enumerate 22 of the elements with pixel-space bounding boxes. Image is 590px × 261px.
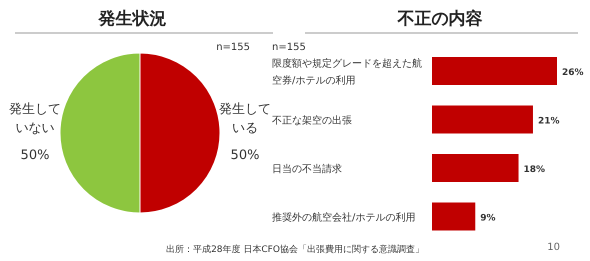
- data-label: 18%: [524, 165, 546, 175]
- data-label: 21%: [538, 116, 560, 126]
- y-tick-label: 限度額や規定グレードを超えた航空券/ホテルの利用: [272, 58, 422, 86]
- bar: [432, 106, 533, 134]
- text: n=155: [216, 42, 250, 53]
- chart-title: 不正の内容: [396, 9, 482, 29]
- data-label: 50%: [20, 148, 50, 163]
- bar: [432, 202, 476, 230]
- chart-title: 発生状況: [98, 9, 166, 29]
- y-tick-label: 不正な架空の出張: [272, 114, 352, 126]
- bar: [432, 57, 557, 85]
- y-tick-label: 日当の不当請求: [272, 163, 342, 175]
- data-label: 26%: [562, 68, 584, 78]
- data-label: 50%: [230, 148, 260, 163]
- slice-label: 発生していない: [9, 102, 61, 136]
- text: n=155: [272, 42, 306, 53]
- slice-label: 発生している: [219, 102, 271, 136]
- annotation: 10: [547, 242, 560, 253]
- y-tick-label: 推奨外の航空会社/ホテルの利用: [272, 212, 416, 224]
- bar: [432, 154, 519, 182]
- text: 出所：平成28年度 日本CFO協会「出張費用に関する意識調査」: [166, 244, 424, 255]
- data-label: 9%: [480, 214, 496, 224]
